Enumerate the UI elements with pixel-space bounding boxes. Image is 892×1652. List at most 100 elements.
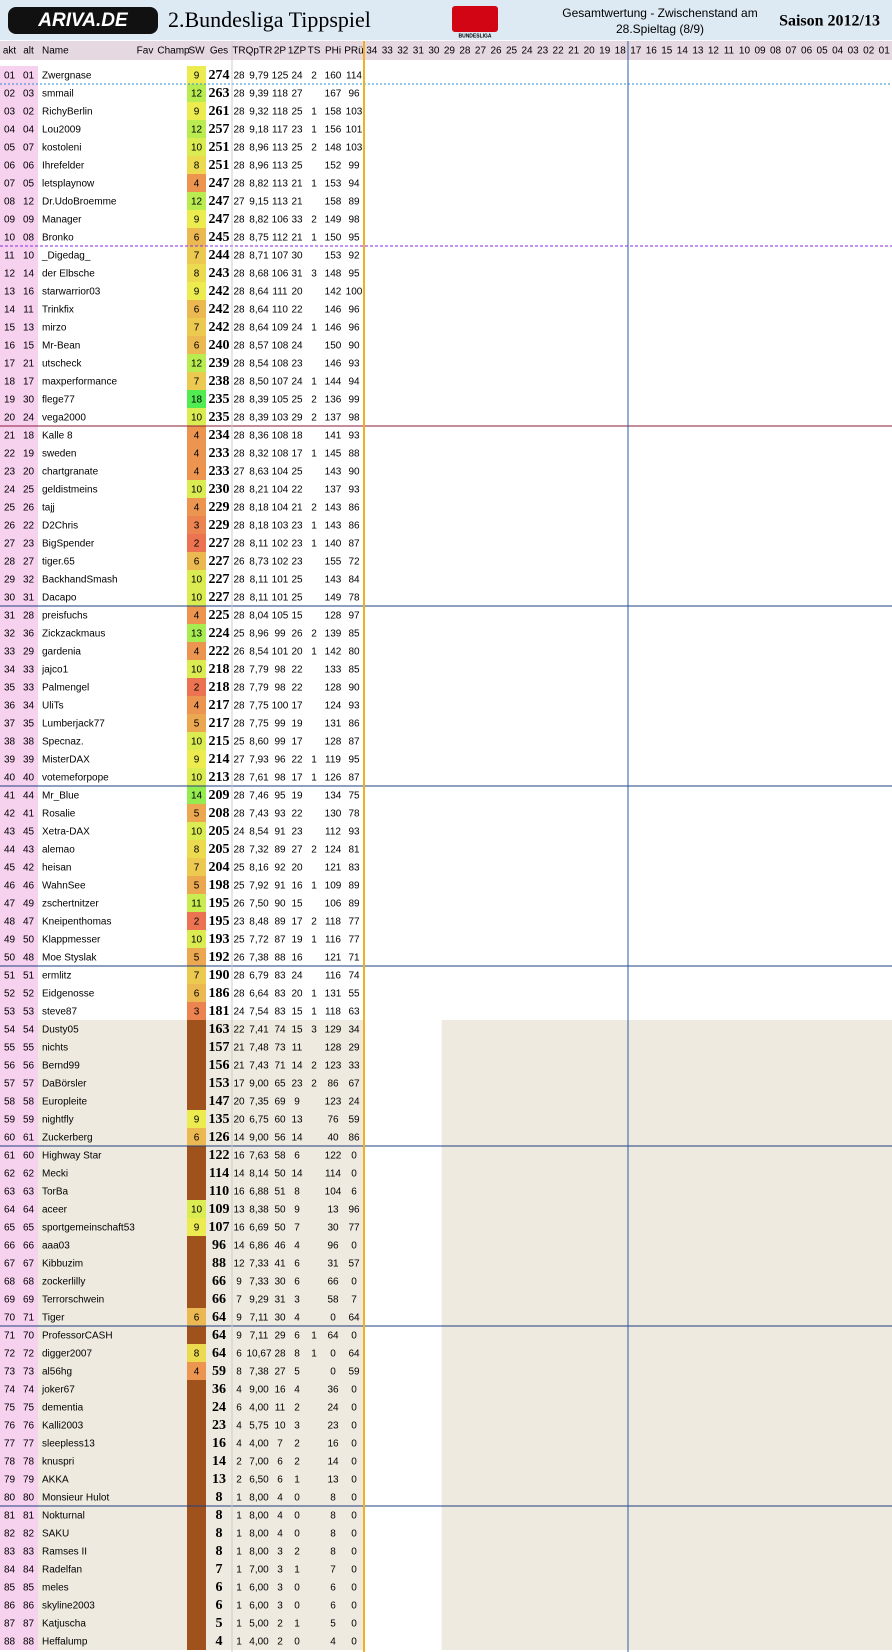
player-name: Tiger [42,1313,65,1324]
cell: 16 [274,1385,286,1396]
cell: 93 [348,431,360,442]
row-bg [38,1596,187,1614]
matchday-header: 15 [661,46,673,57]
cell: 56 [274,1133,286,1144]
sw-cell [187,408,206,426]
cell: 78 [348,809,360,820]
matchday-bg [441,1452,892,1470]
row-bg [206,1218,364,1236]
cell: 14 [212,1454,226,1469]
matchday-bg [441,1272,892,1290]
row-bg [206,1056,364,1074]
cell: 110 [272,305,288,316]
cell: 28 [233,179,245,190]
player-name: Ramses II [42,1547,87,1558]
cell: 15 [291,899,303,910]
cell: 3 [194,521,200,532]
subtitle: Gesamtwertung - Zwischenstand am [562,6,757,20]
cell: 205 [209,824,230,839]
matchday-header: 16 [646,46,658,57]
cell: 25 [291,143,303,154]
cell: 6 [294,1151,300,1162]
sw-cell [187,426,206,444]
cell: 5 [330,1619,336,1630]
cell: 108 [272,341,289,352]
cell: 28 [233,719,245,730]
matchday-header: 01 [879,46,891,57]
cell: 89 [348,899,360,910]
row-bg [38,1182,187,1200]
cell: 38 [23,737,35,748]
sw-cell [187,678,206,696]
matchday-header: 13 [692,46,704,57]
cell: 27 [291,89,303,100]
cell: 4 [236,1421,242,1432]
cell: 8,54 [249,827,269,838]
matchday-header: 21 [568,46,580,57]
logo-box [8,7,158,34]
cell: 10 [191,827,203,838]
cell: 225 [209,608,230,623]
player-name: Moe Styslak [42,953,97,964]
cell: 40 [4,773,16,784]
matchday-bg [441,1344,892,1362]
sw-cell [187,354,206,372]
player-name: Mr-Bean [42,341,80,352]
cell: 10 [23,251,35,262]
cell: 64 [348,1313,360,1324]
cell: 81 [4,1511,16,1522]
cell: 78 [23,1457,35,1468]
matchday-bg [441,1236,892,1254]
sw-cell [187,1110,206,1128]
player-name: Xetra-DAX [42,827,90,838]
cell: 93 [348,485,360,496]
cell: 28 [233,845,245,856]
row-bg [38,1362,187,1380]
cell: 10 [191,575,203,586]
cell: 133 [325,665,342,676]
cell: 24 [291,71,303,82]
cell: 86 [348,503,360,514]
cell: 7,79 [249,665,269,676]
player-name: TorBa [42,1187,69,1198]
cell: 148 [325,269,342,280]
cell: 13 [191,629,203,640]
cell: 63 [348,1007,360,1018]
sw-cell [187,282,206,300]
cell: 8 [330,1547,336,1558]
cell: 28 [233,575,245,586]
cell: 5 [194,881,200,892]
cell: 26 [4,521,16,532]
cell: 33 [348,1061,360,1072]
cell: 56 [4,1061,16,1072]
cell: 137 [325,485,342,496]
cell: 9,18 [249,125,269,136]
cell: 14 [23,269,35,280]
cell: 96 [348,89,360,100]
sw-cell [187,1614,206,1632]
cell: 35 [23,719,35,730]
cell: 7,38 [249,953,269,964]
cell: 209 [209,788,230,803]
matchday-bg [441,1110,892,1128]
player-name: skyline2003 [42,1601,95,1612]
player-name: Ihrefelder [42,161,85,172]
cell: 6,86 [249,1241,269,1252]
cell: 23 [291,539,303,550]
cell: 8,50 [249,377,269,388]
sw-cell [187,1560,206,1578]
cell: 8,71 [249,251,269,262]
cell: 13 [4,287,16,298]
cell: 5,75 [249,1421,269,1432]
cell: 6 [351,1187,357,1198]
cell: 01 [23,71,35,82]
cell: 38 [4,737,16,748]
cell: 1 [311,107,317,118]
sw-cell [187,1488,206,1506]
sw-cell [187,750,206,768]
cell: 1 [311,125,317,136]
cell: 40 [327,1133,339,1144]
cell: 198 [209,878,230,893]
cell: 19 [291,719,303,730]
cell: 6 [194,989,200,1000]
